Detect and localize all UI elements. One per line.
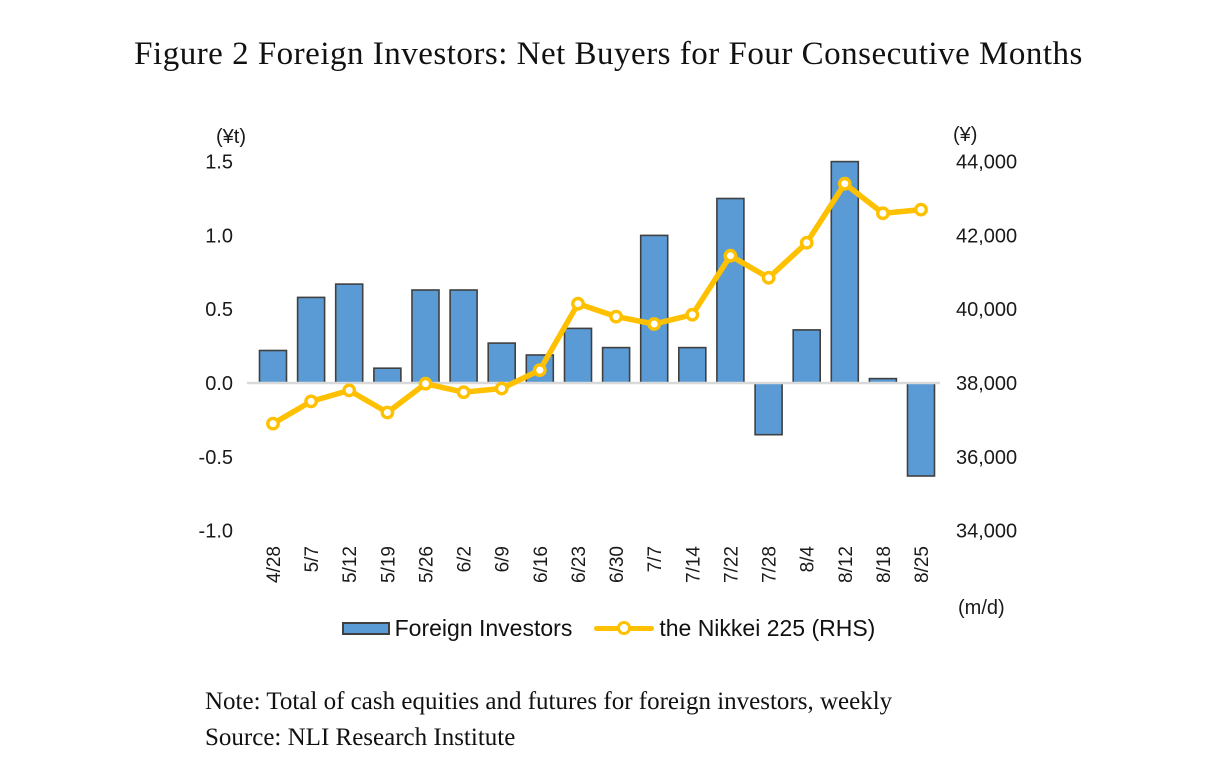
right-axis-tick-40,000: 40,000 [956, 299, 1017, 321]
bar-5/26 [411, 289, 440, 384]
bar-6/9 [487, 342, 517, 384]
bar-8/12 [830, 160, 860, 384]
nikkei-marker-7/28 [761, 270, 776, 285]
figure-title: Figure 2 Foreign Investors: Net Buyers f… [134, 36, 1083, 72]
bar-5/12 [334, 283, 364, 384]
x-axis-tick-5/12: 5/12 [340, 546, 361, 583]
nikkei-marker-6/16 [532, 363, 547, 377]
nikkei-marker-8/4 [799, 235, 814, 250]
bar-8/25 [906, 382, 936, 477]
nikkei-marker-5/19 [380, 405, 395, 420]
left-axis-unit-label: (¥t) [216, 126, 246, 148]
x-axis-tick-7/28: 7/28 [760, 546, 781, 583]
left-axis-tick-1.5: 1.5 [205, 152, 233, 174]
bar-6/30 [601, 346, 631, 384]
x-axis-unit-label: (m/d) [958, 597, 1005, 619]
nikkei-marker-5/12 [342, 383, 357, 398]
note-text: Note: Total of cash equities and futures… [205, 688, 893, 715]
bar-7/14 [677, 346, 707, 384]
nikkei-marker-4/28 [266, 416, 280, 431]
right-axis-tick-34,000: 34,000 [956, 521, 1017, 543]
line-series-swatch-icon [594, 619, 655, 637]
nikkei-marker-7/22 [723, 248, 738, 263]
right-axis-tick-38,000: 38,000 [956, 373, 1017, 395]
nikkei-marker-6/9 [494, 381, 509, 396]
x-axis-tick-7/22: 7/22 [721, 546, 742, 583]
nikkei-line [270, 180, 924, 427]
nikkei-marker-6/23 [571, 296, 585, 311]
x-axis-tick-5/7: 5/7 [302, 546, 323, 572]
x-axis-tick-7/7: 7/7 [645, 546, 666, 572]
nikkei-marker-6/30 [609, 309, 623, 324]
legend-label-nikkei: the Nikkei 225 (RHS) [659, 614, 876, 641]
legend-label-foreign-investors: Foreign Investors [394, 614, 573, 641]
x-axis-tick-4/28: 4/28 [264, 546, 285, 583]
nikkei-marker-7/7 [647, 317, 662, 331]
nikkei-marker-5/26 [418, 376, 433, 391]
x-axis-tick-5/19: 5/19 [378, 546, 399, 583]
left-axis-tick--1.0: -1.0 [199, 521, 233, 543]
right-axis-tick-36,000: 36,000 [956, 447, 1017, 469]
nikkei-marker-8/12 [837, 176, 852, 191]
left-axis-tick-1.0: 1.0 [205, 225, 233, 247]
nikkei-marker-7/14 [685, 307, 700, 322]
x-axis-tick-8/25: 8/25 [912, 546, 933, 583]
x-axis-tick-7/14: 7/14 [683, 546, 704, 583]
nikkei-marker-5/7 [304, 394, 318, 409]
bar-series-swatch-icon [341, 621, 390, 635]
bar-7/7 [639, 234, 669, 384]
x-axis-tick-8/4: 8/4 [798, 546, 819, 573]
x-axis-tick-5/26: 5/26 [417, 546, 438, 583]
left-axis-tick-0.0: 0.0 [205, 373, 233, 395]
x-axis-tick-8/18: 8/18 [874, 546, 895, 583]
bar-7/28 [754, 382, 783, 436]
legend: Foreign Investors the Nikkei 225 (RHS) [0, 612, 1217, 644]
x-axis-tick-6/2: 6/2 [455, 546, 476, 572]
bar-4/28 [258, 349, 288, 384]
legend-item-nikkei: the Nikkei 225 (RHS) [594, 615, 875, 642]
bar-5/19 [373, 367, 402, 384]
right-axis-tick-44,000: 44,000 [956, 152, 1017, 174]
source-text: Source: NLI Research Institute [205, 724, 516, 751]
right-axis-unit-label: (¥) [953, 124, 978, 146]
x-axis-tick-6/23: 6/23 [569, 546, 590, 583]
nikkei-marker-8/25 [914, 202, 928, 217]
bar-7/22 [716, 197, 745, 384]
bar-5/7 [296, 296, 326, 384]
x-axis-tick-8/12: 8/12 [836, 546, 857, 583]
bar-6/2 [449, 289, 478, 384]
bar-8/4 [792, 329, 822, 384]
footnotes: Note: Total of cash equities and futures… [205, 684, 892, 756]
x-axis-tick-6/9: 6/9 [493, 546, 514, 572]
left-axis-tick-0.5: 0.5 [205, 299, 233, 321]
x-axis-tick-6/30: 6/30 [607, 546, 628, 583]
nikkei-marker-8/18 [876, 206, 890, 221]
legend-item-foreign-investors: Foreign Investors [341, 614, 573, 642]
right-axis-tick-42,000: 42,000 [956, 225, 1017, 247]
bar-6/23 [563, 327, 593, 384]
x-axis-tick-6/16: 6/16 [531, 546, 552, 583]
nikkei-marker-6/2 [456, 385, 471, 400]
left-axis-tick--0.5: -0.5 [199, 447, 233, 469]
